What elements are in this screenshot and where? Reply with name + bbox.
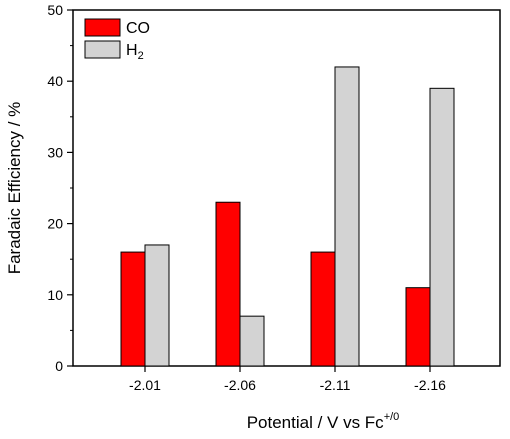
x-tick-label: -2.01 <box>129 377 161 393</box>
x-tick-label: -2.11 <box>320 377 351 393</box>
bar-h2-4 <box>429 87 455 367</box>
bar-co-3 <box>310 251 336 367</box>
y-tick-label: 20 <box>47 216 63 232</box>
bar-h2-1 <box>144 244 170 367</box>
y-tick-label: 0 <box>55 358 63 374</box>
legend-label-co: CO <box>126 20 150 37</box>
legend-swatch-h2 <box>84 40 121 59</box>
x-axis-title-main: Potential / V vs Fc <box>247 413 384 432</box>
y-tick-label: 30 <box>47 144 63 160</box>
legend: CO H2 <box>84 18 150 62</box>
bar-co-2 <box>215 201 241 367</box>
x-axis: -2.01 -2.06 -2.11 -2.16 <box>129 366 446 393</box>
y-tick-label: 10 <box>47 287 63 303</box>
legend-label-h2: H2 <box>126 42 144 62</box>
bar-h2-2 <box>239 315 265 367</box>
x-axis-title: Potential / V vs Fc+/0 <box>247 411 400 432</box>
legend-swatch-co <box>84 18 121 37</box>
bar-h2-3 <box>334 66 360 367</box>
y-tick-label: 50 <box>47 2 63 18</box>
y-axis: 0 10 20 30 40 50 <box>47 2 73 374</box>
bars-group <box>120 66 455 367</box>
y-tick-label: 40 <box>47 73 63 89</box>
y-axis-title: Faradaic Efficiency / % <box>5 102 24 275</box>
x-axis-title-superscript: +/0 <box>384 411 400 423</box>
bar-co-1 <box>120 251 146 367</box>
bar-co-4 <box>405 287 431 367</box>
x-tick-label: -2.06 <box>224 377 256 393</box>
x-tick-label: -2.16 <box>414 377 446 393</box>
